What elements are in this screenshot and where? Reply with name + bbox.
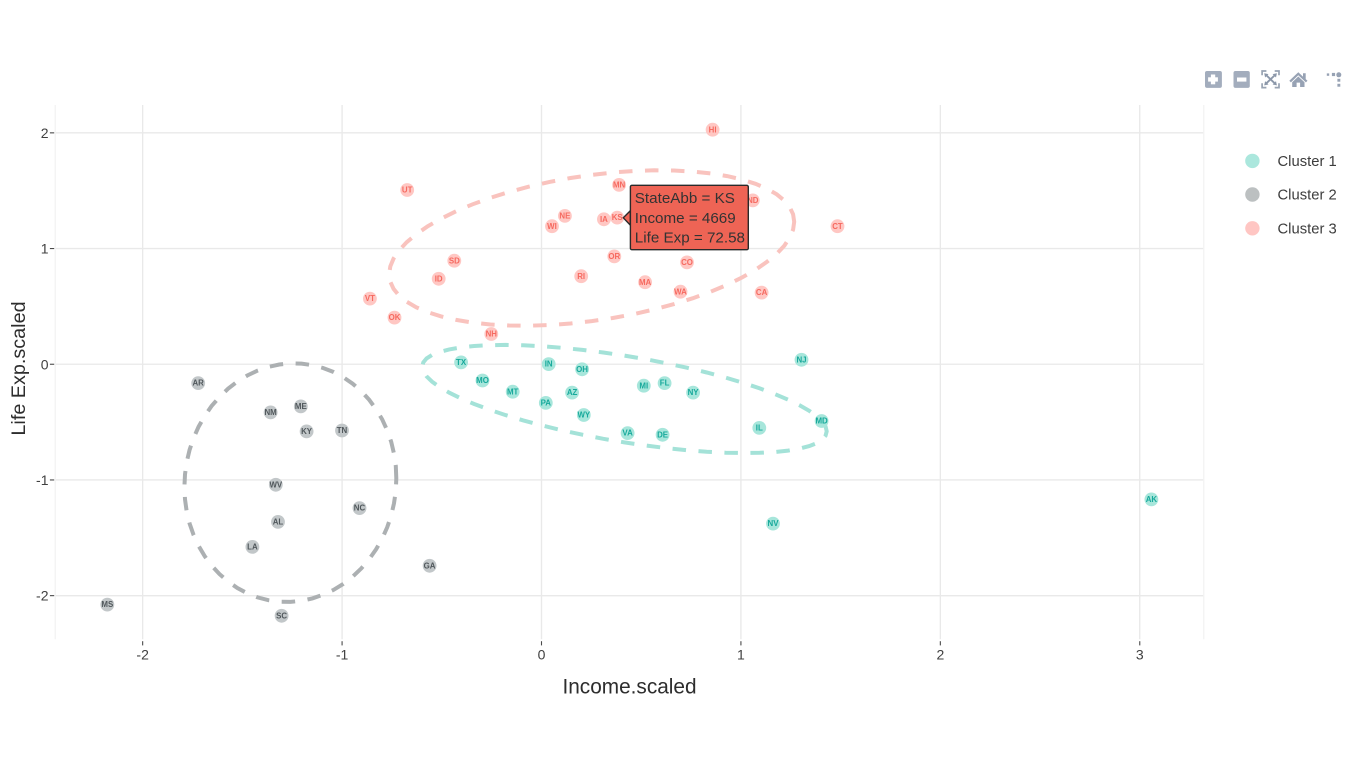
svg-text:IN: IN [545,360,553,369]
svg-text:WA: WA [674,287,687,296]
svg-text:0: 0 [41,356,49,372]
svg-text:Cluster 1: Cluster 1 [1278,154,1337,170]
svg-text:VT: VT [365,294,375,303]
svg-text:UT: UT [402,186,413,195]
svg-text:-2: -2 [36,588,49,604]
svg-text:MN: MN [613,181,626,190]
svg-text:ID: ID [435,274,443,283]
svg-text:AR: AR [192,379,204,388]
svg-text:KS: KS [612,213,623,222]
svg-text:MD: MD [815,417,828,426]
svg-text:Cluster 2: Cluster 2 [1278,188,1337,204]
svg-text:WV: WV [269,480,282,489]
svg-text:NE: NE [559,212,570,221]
svg-text:CA: CA [756,288,768,297]
svg-text:SC: SC [276,611,287,620]
svg-text:ND: ND [747,196,759,205]
svg-text:CO: CO [681,258,693,267]
svg-text:NM: NM [264,408,277,417]
svg-text:NV: NV [768,519,780,528]
svg-text:CT: CT [832,222,843,231]
svg-text:VA: VA [622,429,633,438]
svg-text:GA: GA [424,561,436,570]
svg-text:NJ: NJ [796,355,806,364]
svg-text:MT: MT [507,387,519,396]
svg-text:MA: MA [639,278,652,287]
svg-text:IA: IA [600,215,608,224]
svg-text:2: 2 [936,647,944,663]
svg-text:0: 0 [538,647,546,663]
svg-text:TN: TN [337,426,348,435]
svg-text:SD: SD [449,256,460,265]
svg-text:WY: WY [577,411,590,420]
svg-text:OK: OK [389,313,401,322]
svg-text:DE: DE [657,430,668,439]
svg-text:-1: -1 [336,647,349,663]
svg-text:RI: RI [577,272,585,281]
svg-text:1: 1 [737,647,745,663]
svg-text:AL: AL [273,518,284,527]
svg-text:StateAbb = KS: StateAbb = KS [635,190,735,207]
svg-text:Life Exp = 72.58: Life Exp = 72.58 [635,230,745,247]
svg-text:WI: WI [547,222,557,231]
svg-text:MO: MO [476,376,489,385]
svg-text:FL: FL [660,379,670,388]
svg-text:3: 3 [1136,647,1144,663]
svg-text:AZ: AZ [567,388,578,397]
svg-text:PA: PA [541,399,552,408]
svg-text:OH: OH [576,365,588,374]
svg-text:Life Exp.scaled: Life Exp.scaled [8,301,30,435]
svg-text:LA: LA [247,543,258,552]
svg-text:-1: -1 [36,472,49,488]
svg-text:Income.scaled: Income.scaled [562,676,696,699]
svg-text:ME: ME [295,402,307,411]
svg-text:TX: TX [456,358,467,367]
svg-text:Income = 4669: Income = 4669 [635,210,736,227]
svg-text:AK: AK [1146,495,1158,504]
svg-text:NH: NH [486,330,498,339]
svg-text:NC: NC [354,504,366,513]
svg-text:HI: HI [709,125,717,134]
svg-text:IL: IL [756,424,763,433]
svg-text:MS: MS [101,600,113,609]
svg-text:Cluster 3: Cluster 3 [1278,221,1337,237]
svg-text:1: 1 [41,241,49,257]
svg-text:NY: NY [688,388,700,397]
svg-text:-2: -2 [136,647,149,663]
svg-text:OR: OR [608,252,620,261]
svg-text:2: 2 [41,125,49,141]
svg-text:KY: KY [301,427,313,436]
svg-text:MI: MI [639,381,648,390]
